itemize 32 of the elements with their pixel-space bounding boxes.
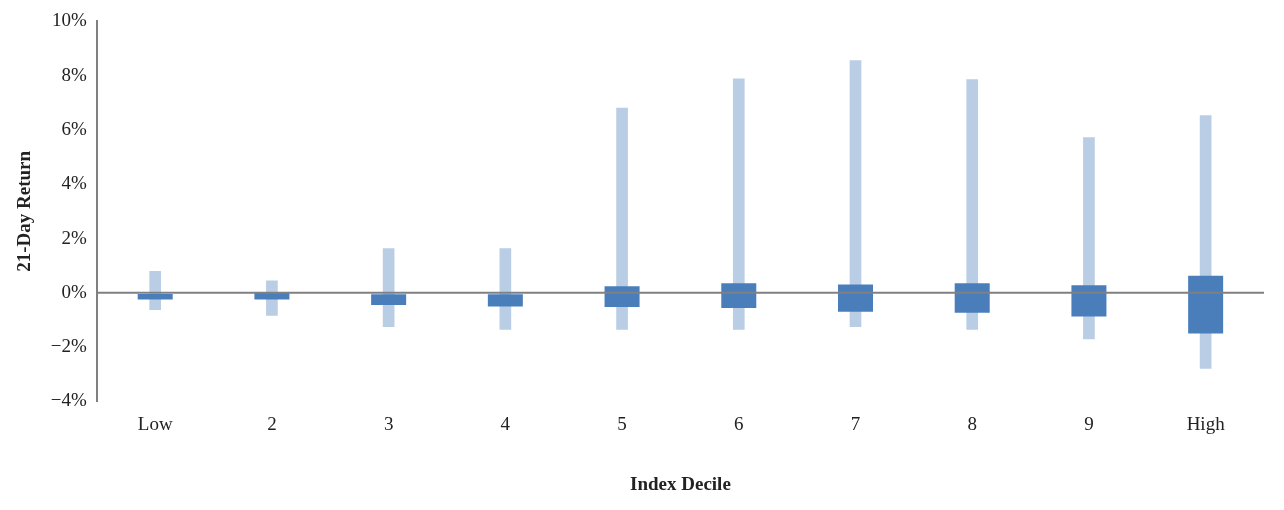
y-tick-label: 4% [61,172,88,194]
y-axis-title: 21-Day Return [13,150,35,272]
x-tick-label: Low [137,412,173,434]
x-tick-label: 5 [617,412,627,434]
bar [1188,275,1224,334]
x-tick-label: 3 [383,412,394,434]
x-tick-label: High [1186,412,1226,434]
bar [137,293,173,300]
bar [371,294,407,306]
bar [954,283,990,313]
y-tick-label: 2% [61,226,88,248]
x-axis-title: Index Decile [630,472,731,494]
x-tick-label: 7 [850,412,861,434]
x-tick-label: 8 [967,412,977,434]
bar [487,294,523,307]
y-tick-label: −2% [50,335,88,357]
bar [837,284,873,312]
bar [732,78,745,330]
bar [616,107,628,330]
x-tick-label: 2 [267,412,277,434]
y-tick-label: 8% [61,63,88,85]
x-tick-label: 6 [734,412,744,434]
y-tick-label: −4% [50,389,88,411]
y-tick-label: 10% [52,9,88,31]
bar [1071,285,1107,317]
bar [966,79,979,330]
y-tick-label: 0% [61,280,88,302]
bar [604,286,640,307]
x-tick-label: 4 [500,412,511,434]
bar [721,283,757,309]
y-tick-label: 6% [61,117,88,139]
x-tick-label: 9 [1084,412,1094,434]
